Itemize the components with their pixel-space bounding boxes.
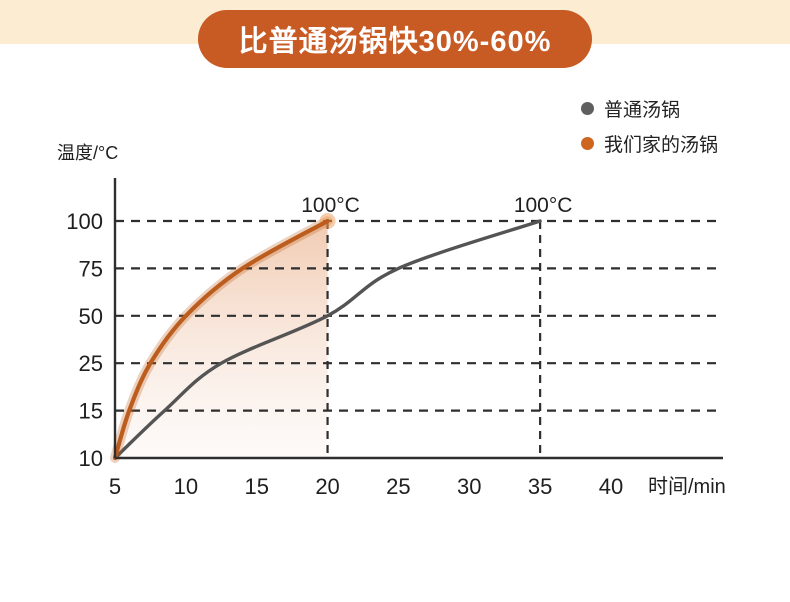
y-tick-label-75: 75 xyxy=(79,256,103,281)
title-banner: 比普通汤锅快30%-60% xyxy=(198,10,592,68)
y-tick-label-10: 10 xyxy=(79,446,103,471)
boiling-annotation-35: 100°C xyxy=(514,194,573,217)
x-tick-label-5: 5 xyxy=(109,474,121,499)
legend-item-our-pot: 我们家的汤锅 xyxy=(581,131,718,156)
series-line-1 xyxy=(112,218,330,461)
x-tick-label-40: 40 xyxy=(599,474,623,499)
x-tick-label-20: 20 xyxy=(315,474,339,499)
legend-dot-our-pot-icon xyxy=(581,137,594,150)
series-line-0 xyxy=(113,219,542,460)
x-tick-label-35: 35 xyxy=(528,474,552,499)
legend-dot-normal-pot-icon xyxy=(581,102,594,115)
title-banner-text: 比普通汤锅快30%-60% xyxy=(238,26,552,58)
legend-label-our-pot: 我们家的汤锅 xyxy=(604,135,719,156)
x-tick-label-30: 30 xyxy=(457,474,481,499)
x-tick-label-15: 15 xyxy=(244,474,268,499)
y-tick-label-100: 100 xyxy=(66,209,103,234)
legend-label-normal-pot: 普通汤锅 xyxy=(604,100,681,121)
x-tick-label-25: 25 xyxy=(386,474,410,499)
y-tick-label-15: 15 xyxy=(79,399,103,424)
boiling-annotation-20: 100°C xyxy=(301,194,360,217)
y-tick-label-25: 25 xyxy=(79,351,103,376)
legend: 普通汤锅 我们家的汤锅 xyxy=(581,96,718,166)
y-tick-label-50: 50 xyxy=(79,304,103,329)
x-axis-title: 时间/min xyxy=(648,475,726,498)
y-axis-title: 温度/°C xyxy=(57,143,119,163)
x-tick-label-10: 10 xyxy=(174,474,198,499)
legend-item-normal-pot: 普通汤锅 xyxy=(581,96,718,121)
our-pot-area-fill xyxy=(115,221,328,458)
